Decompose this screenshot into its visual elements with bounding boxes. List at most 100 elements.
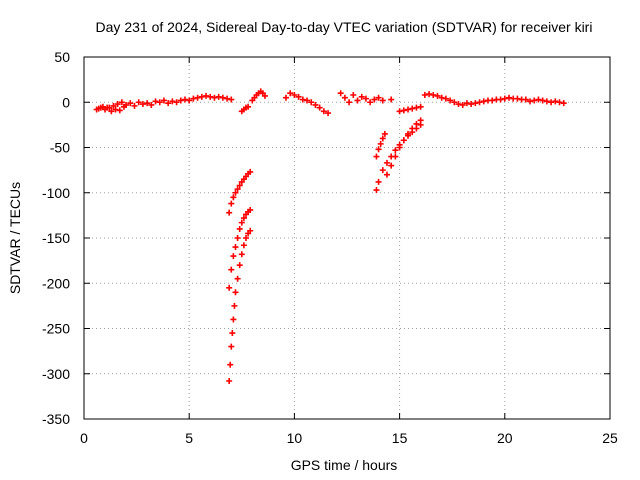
data-point [442,95,449,102]
data-point [215,93,222,100]
data-point [325,110,332,117]
grid-lines [84,57,610,419]
data-point [177,97,184,104]
data-point [240,215,247,222]
data-point [430,92,437,99]
data-point [232,189,239,196]
data-point [110,102,117,109]
data-point [417,117,424,124]
data-point [123,101,130,108]
data-point [194,94,201,101]
x-tick-label: 25 [602,430,618,446]
data-point [426,91,433,98]
data-point [375,146,382,153]
data-point [230,316,237,323]
data-point [261,92,268,99]
y-tick-label: -50 [50,140,70,156]
data-point [228,343,235,350]
data-point [287,90,294,97]
y-tick-label: -300 [42,366,70,382]
data-point [236,262,243,269]
data-point [396,144,403,151]
data-point [304,97,311,104]
data-point [552,98,559,105]
data-point [459,101,466,108]
data-point [116,107,123,114]
data-point [320,108,327,115]
chart-title: Day 231 of 2024, Sidereal Day-to-day VTE… [96,19,593,35]
data-point [139,101,146,108]
y-tick-label: 0 [62,94,70,110]
data-point [413,104,420,111]
data-point [114,101,121,108]
x-axis-title: GPS time / hours [291,457,398,473]
data-point [535,96,542,103]
data-point [299,96,306,103]
data-point [228,96,235,103]
data-point [152,98,159,105]
y-tick-label: 50 [54,49,70,65]
data-point [231,302,238,309]
data-point [144,100,151,107]
data-point [539,97,546,104]
data-point [232,289,239,296]
data-point [543,98,550,105]
data-point [388,162,395,169]
data-point [219,94,226,101]
data-point [560,100,567,107]
data-point [135,99,142,106]
data-point [227,361,234,368]
data-point [245,103,252,110]
data-point [312,101,319,108]
data-point [531,97,538,104]
data-point [383,159,390,166]
data-point [234,235,241,241]
data-point [501,95,508,102]
y-axis-title: SDTVAR / TECUs [7,182,23,294]
data-point [308,99,315,106]
data-point [226,377,233,384]
data-point [165,100,172,107]
data-point [203,92,210,99]
data-point [131,102,138,109]
data-point [228,200,235,207]
data-point [236,225,243,232]
data-point [400,137,407,144]
data-point [527,98,534,105]
data-point [337,90,344,97]
data-point [346,99,353,106]
data-point [388,96,395,103]
data-point [400,107,407,114]
data-point [373,153,380,160]
data-point [181,96,188,103]
data-point [226,284,233,291]
data-point [173,99,180,106]
data-point [409,105,416,112]
data-point [489,97,496,104]
data-point [417,103,424,110]
data-point [381,130,388,137]
data-point [238,219,245,226]
data-point [421,92,428,99]
data-point [476,99,483,106]
y-tick-label: -200 [42,275,70,291]
data-point [434,92,441,99]
data-point [522,96,529,103]
data-point [514,95,521,102]
data-point [472,100,479,107]
data-point [316,104,323,111]
data-point [211,94,218,101]
data-point [234,186,241,193]
data-point [112,106,119,113]
data-point [156,99,163,106]
y-tick-label: -100 [42,185,70,201]
data-point [160,97,167,104]
plot-frame [83,56,611,420]
data-point [291,92,298,99]
data-point [375,94,382,101]
data-point [229,330,236,337]
x-tick-label: 15 [392,430,408,446]
data-point [447,97,454,104]
data-point [379,97,386,104]
